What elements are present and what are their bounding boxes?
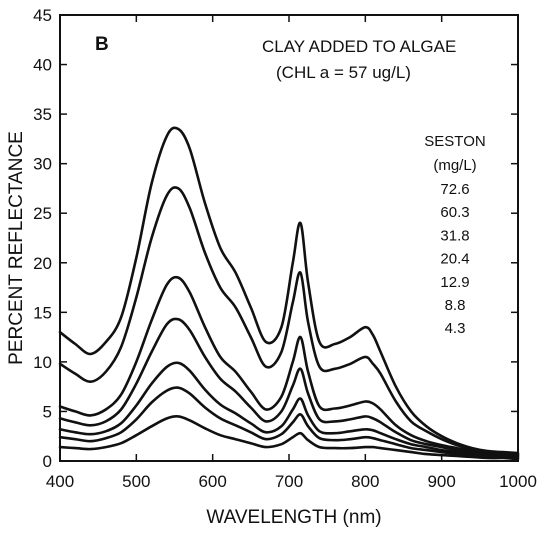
x-tick-label: 500: [122, 472, 150, 491]
y-tick-label: 5: [43, 402, 52, 421]
panel-label: B: [95, 34, 109, 55]
series-line-12.9: [58, 361, 520, 459]
series-line-72.6: [58, 126, 520, 455]
legend-entry-4.3: 4.3: [445, 320, 466, 337]
y-tick-label: 0: [43, 452, 52, 471]
x-tick-label: 800: [351, 472, 379, 491]
x-axis-label: WAVELENGTH (nm): [206, 507, 381, 528]
legend: 72.6 60.3 31.8 20.4 12.9 8.8 4.3: [440, 181, 469, 337]
series-line-60.3: [58, 186, 520, 456]
series-line-31.8: [58, 275, 520, 457]
x-tick-label: 1000: [499, 472, 537, 491]
legend-entry-60.3: 60.3: [440, 204, 469, 221]
legend-entry-8.8: 8.8: [445, 297, 466, 314]
y-tick-label: 25: [33, 204, 52, 223]
chart-subtitle: (CHL a = 57 ug/L): [276, 63, 411, 82]
y-tick-label: 30: [33, 155, 52, 174]
y-axis-label: PERCENT REFLECTANCE: [6, 131, 27, 365]
legend-entry-72.6: 72.6: [440, 181, 469, 198]
y-tick-label: 45: [33, 6, 52, 25]
series-line-8.8: [58, 386, 520, 460]
x-tick-label: 700: [275, 472, 303, 491]
legend-entry-20.4: 20.4: [440, 251, 469, 268]
legend-entry-12.9: 12.9: [440, 274, 469, 291]
series-line-4.3: [58, 415, 520, 461]
legend-unit: (mg/L): [433, 157, 476, 174]
y-tick-label: 15: [33, 303, 52, 322]
x-tick-label: 600: [198, 472, 226, 491]
series-lines: [58, 126, 520, 461]
series-line-20.4: [58, 317, 520, 458]
y-tick-label: 20: [33, 254, 52, 273]
axis-ticks: 400 500 600 700 800 900 1000 0 5 10 15 20 25 30 35 40 45: [33, 6, 537, 491]
y-tick-label: 10: [33, 353, 52, 372]
legend-entry-31.8: 31.8: [440, 227, 469, 244]
chart-title: CLAY ADDED TO ALGAE: [262, 37, 456, 56]
y-tick-label: 40: [33, 56, 52, 75]
x-tick-label: 900: [427, 472, 455, 491]
y-tick-label: 35: [33, 105, 52, 124]
legend-title: SESTON: [424, 133, 485, 150]
x-tick-label: 400: [46, 472, 74, 491]
